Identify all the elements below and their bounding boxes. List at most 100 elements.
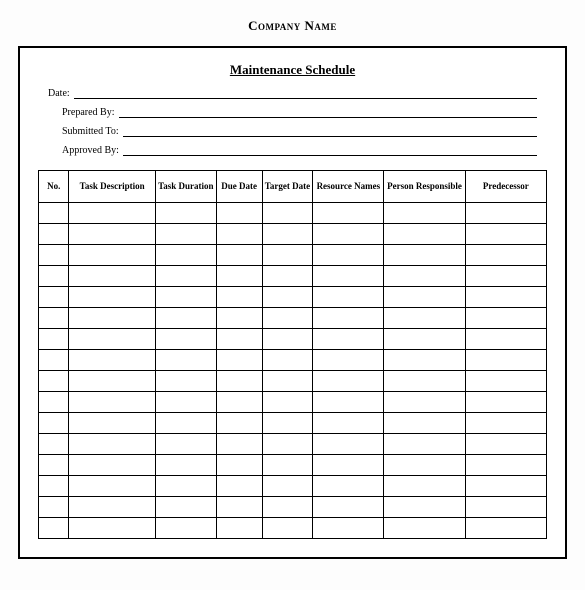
table-cell[interactable] (313, 392, 384, 413)
table-cell[interactable] (384, 392, 465, 413)
table-cell[interactable] (262, 266, 313, 287)
table-cell[interactable] (69, 350, 155, 371)
table-cell[interactable] (384, 245, 465, 266)
table-cell[interactable] (384, 518, 465, 539)
table-cell[interactable] (313, 413, 384, 434)
table-cell[interactable] (384, 413, 465, 434)
table-cell[interactable] (262, 434, 313, 455)
table-cell[interactable] (155, 329, 216, 350)
table-cell[interactable] (155, 371, 216, 392)
table-cell[interactable] (39, 308, 69, 329)
table-cell[interactable] (313, 371, 384, 392)
table-cell[interactable] (313, 203, 384, 224)
table-cell[interactable] (69, 392, 155, 413)
table-cell[interactable] (384, 350, 465, 371)
table-cell[interactable] (313, 245, 384, 266)
table-cell[interactable] (69, 497, 155, 518)
table-cell[interactable] (216, 350, 262, 371)
table-cell[interactable] (262, 476, 313, 497)
table-cell[interactable] (39, 350, 69, 371)
table-cell[interactable] (216, 224, 262, 245)
table-cell[interactable] (262, 245, 313, 266)
table-cell[interactable] (155, 392, 216, 413)
prepared-by-input-line[interactable] (119, 107, 538, 118)
table-cell[interactable] (39, 329, 69, 350)
table-cell[interactable] (262, 203, 313, 224)
table-cell[interactable] (313, 287, 384, 308)
table-cell[interactable] (216, 245, 262, 266)
table-cell[interactable] (155, 518, 216, 539)
table-cell[interactable] (465, 371, 546, 392)
table-cell[interactable] (155, 245, 216, 266)
table-cell[interactable] (465, 497, 546, 518)
table-cell[interactable] (465, 308, 546, 329)
table-cell[interactable] (262, 392, 313, 413)
table-cell[interactable] (155, 434, 216, 455)
table-cell[interactable] (39, 434, 69, 455)
table-cell[interactable] (155, 224, 216, 245)
table-cell[interactable] (155, 266, 216, 287)
table-cell[interactable] (155, 350, 216, 371)
table-cell[interactable] (465, 518, 546, 539)
table-cell[interactable] (216, 455, 262, 476)
table-cell[interactable] (384, 434, 465, 455)
table-cell[interactable] (262, 350, 313, 371)
table-cell[interactable] (69, 476, 155, 497)
table-cell[interactable] (384, 329, 465, 350)
table-cell[interactable] (69, 455, 155, 476)
table-cell[interactable] (216, 392, 262, 413)
table-cell[interactable] (216, 203, 262, 224)
table-cell[interactable] (465, 413, 546, 434)
table-cell[interactable] (262, 308, 313, 329)
table-cell[interactable] (155, 476, 216, 497)
table-cell[interactable] (262, 497, 313, 518)
table-cell[interactable] (465, 392, 546, 413)
table-cell[interactable] (465, 350, 546, 371)
table-cell[interactable] (384, 308, 465, 329)
table-cell[interactable] (69, 308, 155, 329)
table-cell[interactable] (39, 203, 69, 224)
table-cell[interactable] (384, 371, 465, 392)
table-cell[interactable] (465, 224, 546, 245)
table-cell[interactable] (216, 497, 262, 518)
table-cell[interactable] (39, 518, 69, 539)
table-cell[interactable] (313, 266, 384, 287)
table-cell[interactable] (313, 455, 384, 476)
table-cell[interactable] (69, 434, 155, 455)
table-cell[interactable] (216, 308, 262, 329)
table-cell[interactable] (39, 413, 69, 434)
table-cell[interactable] (39, 224, 69, 245)
table-cell[interactable] (465, 266, 546, 287)
table-cell[interactable] (313, 308, 384, 329)
table-cell[interactable] (313, 476, 384, 497)
table-cell[interactable] (465, 455, 546, 476)
table-cell[interactable] (39, 371, 69, 392)
table-cell[interactable] (262, 224, 313, 245)
table-cell[interactable] (216, 287, 262, 308)
table-cell[interactable] (216, 476, 262, 497)
table-cell[interactable] (313, 434, 384, 455)
table-cell[interactable] (69, 287, 155, 308)
table-cell[interactable] (313, 329, 384, 350)
table-cell[interactable] (262, 413, 313, 434)
table-cell[interactable] (465, 203, 546, 224)
table-cell[interactable] (216, 266, 262, 287)
approved-by-input-line[interactable] (123, 145, 537, 156)
table-cell[interactable] (216, 371, 262, 392)
table-cell[interactable] (384, 455, 465, 476)
table-cell[interactable] (69, 329, 155, 350)
table-cell[interactable] (155, 203, 216, 224)
table-cell[interactable] (39, 392, 69, 413)
table-cell[interactable] (384, 476, 465, 497)
table-cell[interactable] (465, 434, 546, 455)
table-cell[interactable] (262, 371, 313, 392)
table-cell[interactable] (216, 518, 262, 539)
table-cell[interactable] (39, 497, 69, 518)
table-cell[interactable] (465, 287, 546, 308)
table-cell[interactable] (262, 287, 313, 308)
table-cell[interactable] (39, 476, 69, 497)
table-cell[interactable] (155, 413, 216, 434)
table-cell[interactable] (69, 203, 155, 224)
table-cell[interactable] (155, 287, 216, 308)
table-cell[interactable] (384, 497, 465, 518)
